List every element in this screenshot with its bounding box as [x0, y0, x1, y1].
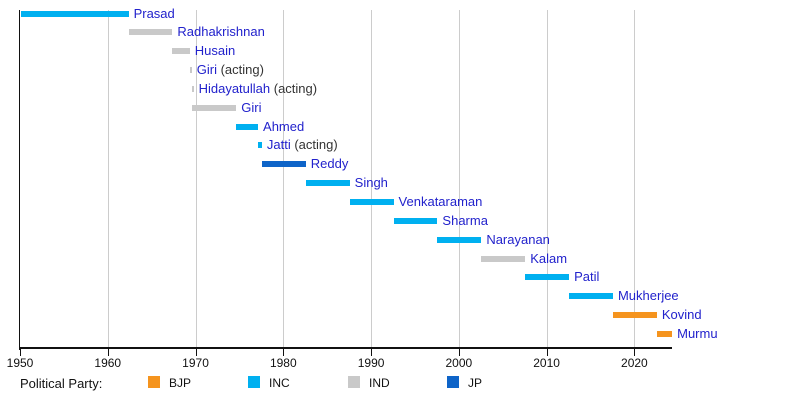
timeline-bar: [656, 330, 673, 337]
president-name-link[interactable]: Sharma: [442, 212, 488, 228]
legend-title: Political Party:: [20, 376, 103, 391]
president-name-link[interactable]: Prasad: [133, 5, 175, 21]
decade-gridline: [546, 10, 548, 348]
legend-entry-label: BJP: [169, 376, 192, 390]
president-name-link[interactable]: Jatti: [266, 137, 291, 153]
legend-entry-label: INC: [269, 376, 290, 390]
axis-tick: [195, 349, 197, 356]
president-label: Kalam: [530, 251, 567, 267]
decade-gridline: [634, 10, 636, 348]
axis-tick-label: 1950: [6, 356, 34, 370]
timeline-bar: [128, 29, 173, 36]
axis-tick: [371, 349, 373, 356]
president-label: Narayanan: [486, 232, 550, 248]
president-name-link[interactable]: Kalam: [530, 250, 568, 266]
timeline-bar: [525, 274, 570, 281]
president-label: Venkataraman: [399, 194, 483, 210]
decade-gridline: [107, 10, 109, 348]
president-label: Radhakrishnan: [177, 24, 264, 40]
x-axis-line: [20, 347, 673, 349]
timeline-bar: [191, 85, 194, 92]
timeline-bar: [612, 312, 657, 319]
axis-tick-label: 1960: [94, 356, 122, 370]
legend-swatch-ind: [348, 376, 360, 388]
president-name-link[interactable]: Kovind: [661, 307, 702, 323]
president-name-link[interactable]: Reddy: [310, 156, 349, 172]
president-label: Sharma: [442, 213, 488, 229]
president-name-link[interactable]: Narayanan: [486, 231, 550, 247]
timeline-bar: [236, 123, 259, 130]
axis-tick: [20, 349, 21, 356]
axis-tick-label: 2000: [445, 356, 473, 370]
timeline-bar: [189, 67, 192, 74]
timeline-bar: [20, 10, 129, 17]
acting-label: (acting): [216, 62, 264, 78]
legend-swatch-jp: [447, 376, 459, 388]
president-name-link[interactable]: Singh: [354, 175, 388, 191]
axis-tick: [634, 349, 636, 356]
timeline-bar: [349, 199, 394, 205]
timeline-bar: [305, 180, 350, 187]
timeline-bar: [192, 104, 237, 111]
axis-tick-label: 2010: [533, 356, 560, 370]
president-name-link[interactable]: Ahmed: [263, 118, 305, 134]
legend-swatch-inc: [248, 376, 260, 388]
timeline-bar: [437, 236, 482, 243]
president-label: Giri (acting): [197, 62, 264, 78]
president-name-link[interactable]: Husain: [194, 43, 236, 59]
axis-tick: [107, 349, 109, 356]
timeline-bar: [261, 161, 306, 168]
president-label: Husain: [195, 43, 235, 59]
axis-tick: [458, 349, 460, 356]
decade-gridline: [195, 10, 197, 348]
acting-label: (acting): [290, 137, 338, 153]
president-label: Patil: [574, 269, 599, 285]
president-name-link[interactable]: Hidayatullah: [198, 80, 271, 96]
president-label: Kovind: [662, 307, 702, 323]
decade-gridline: [283, 10, 285, 348]
president-label: Reddy: [311, 156, 349, 172]
timeline-bar: [258, 142, 262, 149]
president-label: Murmu: [677, 326, 717, 342]
decade-gridline: [371, 10, 373, 348]
president-label: Prasad: [134, 6, 175, 22]
president-name-link[interactable]: Venkataraman: [398, 194, 483, 209]
legend-swatch-bjp: [148, 376, 160, 388]
timeline-bar: [481, 255, 526, 262]
president-label: Mukherjee: [618, 288, 679, 304]
legend-entry-label: JP: [468, 376, 483, 390]
president-name-link[interactable]: Mukherjee: [617, 288, 679, 304]
president-label: Giri: [241, 100, 261, 116]
timeline-bar: [172, 48, 190, 55]
timeline-bar: [569, 293, 613, 300]
legend-entry-label: IND: [369, 376, 390, 390]
axis-tick-label: 1990: [357, 356, 385, 370]
president-label: Hidayatullah (acting): [199, 81, 318, 97]
president-name-link[interactable]: Murmu: [677, 325, 718, 341]
acting-label: (acting): [270, 80, 318, 96]
y-axis-line: [18, 10, 20, 350]
axis-tick-label: 1980: [269, 356, 297, 370]
axis-tick-label: 1970: [182, 356, 209, 370]
president-name-link[interactable]: Giri: [196, 62, 217, 78]
president-name-link[interactable]: Radhakrishnan: [177, 24, 265, 40]
president-label: Jatti (acting): [267, 137, 338, 153]
timeline-bar: [393, 217, 438, 224]
president-name-link[interactable]: Patil: [574, 269, 600, 285]
president-name-link[interactable]: Giri: [241, 99, 262, 115]
axis-tick: [546, 349, 548, 356]
axis-tick-label: 2020: [621, 356, 648, 370]
president-label: Ahmed: [263, 119, 304, 135]
president-label: Singh: [355, 175, 388, 191]
axis-tick: [283, 349, 285, 356]
decade-gridline: [458, 10, 460, 348]
